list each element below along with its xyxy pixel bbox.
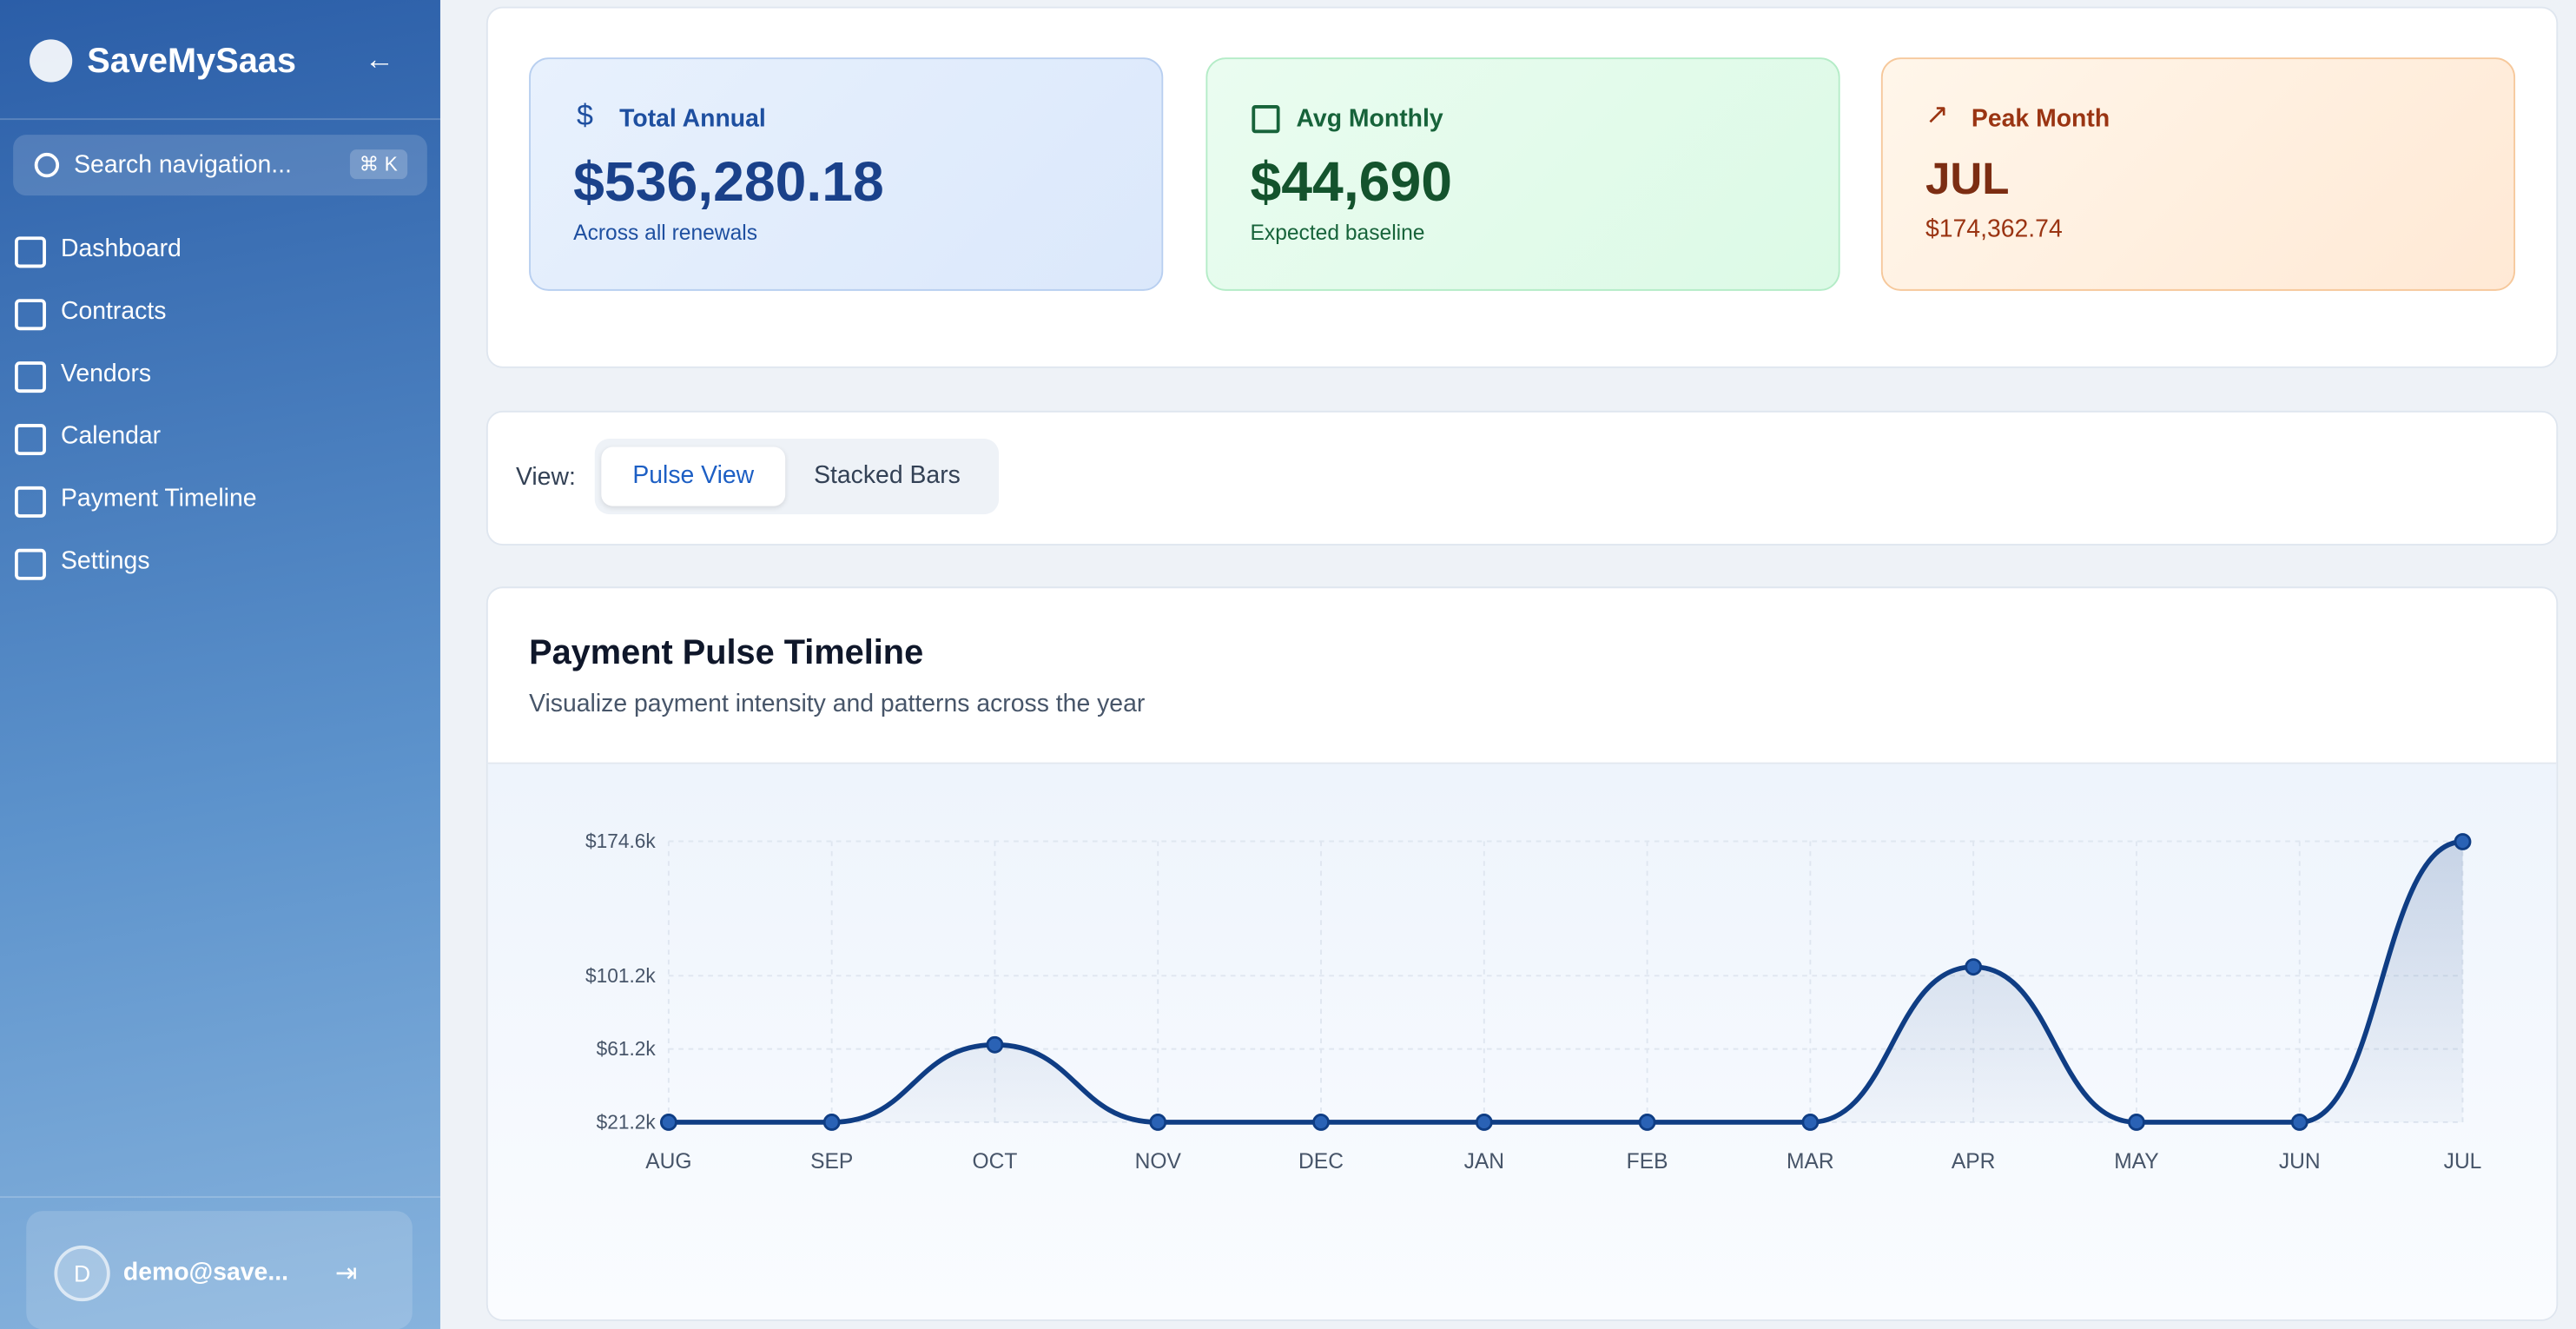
point: [2128, 1114, 2145, 1131]
point: [1801, 1114, 1820, 1131]
y-tick-label: $174.6k: [585, 830, 656, 852]
search-icon: [34, 152, 60, 178]
x-tick-label: JUN: [2279, 1150, 2321, 1174]
stat-note: $174,362.74: [1925, 215, 2063, 243]
stat-note: Expected baseline: [1250, 220, 1425, 245]
stat-value: JUL: [1925, 154, 2010, 204]
view-label: View:: [515, 463, 576, 492]
x-tick-label: DEC: [1298, 1150, 1344, 1174]
icon: ↗: [1925, 98, 1949, 130]
x-tick-label: MAR: [1787, 1150, 1834, 1174]
user-email: demo@save...: [122, 1258, 289, 1287]
view-card: View: Pulse View Stacked Bars: [485, 410, 2559, 546]
x-tick-label: MAY: [2114, 1150, 2158, 1174]
stat-value: $44,690: [1250, 151, 1452, 214]
nav-item[interactable]: Vendors: [60, 360, 152, 388]
nav-icon: [15, 548, 46, 580]
point: [2454, 833, 2472, 850]
stat-note: Across all renewals: [573, 220, 758, 245]
stat-card: ↗ Peak Month JUL $174,362.74: [1880, 57, 2516, 291]
nav-icon: [15, 299, 46, 331]
nav-icon: [15, 236, 46, 268]
point: [659, 1114, 677, 1131]
chart-subtitle: Visualize payment intensity and patterns…: [529, 690, 1146, 718]
nav-item[interactable]: Contracts: [60, 297, 167, 326]
point: [822, 1114, 841, 1131]
point: [1312, 1114, 1330, 1131]
x-tick-label: OCT: [973, 1150, 1018, 1174]
chart: $21.2k $61.2k $101.2k $174.6k AUG SEP OCT NOV DE…: [585, 830, 2482, 1174]
sidebar: SaveMySaas ← Search navigation... ⌘ K Da…: [0, 0, 440, 1329]
toggle-option[interactable]: Pulse View: [601, 446, 786, 506]
point: [1638, 1114, 1656, 1131]
logout-button[interactable]: ⇥: [334, 1260, 358, 1289]
user-panel: D demo@save... ⇥: [26, 1211, 413, 1329]
nav-icon: [15, 486, 46, 518]
search-placeholder: Search navigation...: [74, 151, 292, 180]
logo: [30, 39, 73, 83]
y-tick-label: $61.2k: [597, 1037, 657, 1060]
point: [986, 1035, 1004, 1054]
avatar: D: [54, 1245, 110, 1302]
x-tick-label: AUG: [645, 1150, 691, 1174]
divider: [0, 118, 440, 121]
nav-item[interactable]: Dashboard: [60, 235, 182, 263]
stat-card: $ Total Annual $536,280.18 Across all re…: [529, 57, 1164, 291]
point: [1475, 1114, 1493, 1131]
area: [668, 841, 2463, 1122]
nav-item[interactable]: Payment Timeline: [60, 485, 257, 513]
divider: [0, 1196, 440, 1198]
view-toggle: Pulse View Stacked Bars: [594, 439, 1000, 515]
toggle-option[interactable]: Stacked Bars: [814, 461, 961, 490]
point: [1149, 1114, 1167, 1131]
nav-item[interactable]: Settings: [60, 546, 150, 576]
y-tick-label: $101.2k: [585, 964, 656, 987]
brand: SaveMySaas: [87, 43, 296, 81]
shortcut: ⌘ K: [349, 149, 408, 180]
stat-card: Avg Monthly $44,690 Expected baseline: [1205, 57, 1840, 291]
search-box[interactable]: Search navigation... ⌘ K: [13, 135, 427, 196]
chart-card: Payment Pulse Timeline Visualize payment…: [485, 586, 2559, 1321]
x-tick-label: FEB: [1627, 1150, 1668, 1174]
stat-title: Total Annual: [619, 105, 766, 134]
nav-item[interactable]: Calendar: [60, 422, 162, 451]
stat-value: $536,280.18: [573, 151, 884, 214]
x-tick-label: APR: [1952, 1150, 1996, 1174]
icon: $: [576, 98, 593, 132]
nav-icon: [15, 361, 46, 393]
x-tick-label: NOV: [1135, 1150, 1182, 1174]
x-tick-label: JAN: [1464, 1150, 1504, 1174]
x-tick-label: SEP: [810, 1150, 853, 1174]
y-tick-label: $21.2k: [597, 1111, 657, 1134]
point: [1965, 958, 1983, 976]
icon: [1252, 105, 1280, 134]
point: [2290, 1114, 2308, 1131]
collapse-button[interactable]: ←: [364, 43, 394, 76]
chart-title: Payment Pulse Timeline: [529, 634, 924, 672]
stats-card: $ Total Annual $536,280.18 Across all re…: [485, 6, 2559, 368]
nav-icon: [15, 424, 46, 455]
stat-title: Peak Month: [1971, 105, 2110, 134]
chart-area: [487, 762, 2557, 1319]
stat-title: Avg Monthly: [1296, 105, 1443, 134]
x-tick-label: JUL: [2444, 1150, 2482, 1174]
